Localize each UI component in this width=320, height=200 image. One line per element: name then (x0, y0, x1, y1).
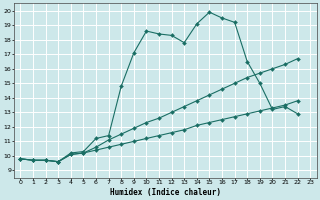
X-axis label: Humidex (Indice chaleur): Humidex (Indice chaleur) (110, 188, 221, 197)
